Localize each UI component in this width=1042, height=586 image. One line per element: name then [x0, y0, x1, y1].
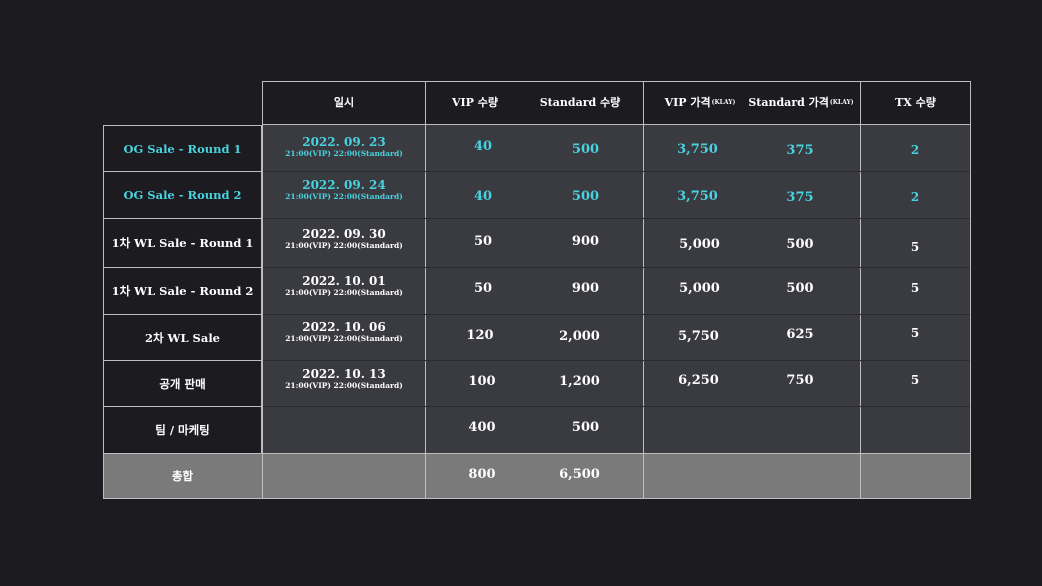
total-divider	[425, 453, 426, 499]
tx-qty-value: 2	[910, 190, 920, 204]
sale-time: 21:00(VIP) 22:00(Standard)	[285, 333, 403, 343]
sale-date: 2022. 10. 06	[302, 320, 386, 334]
tx-qty-value: 5	[910, 281, 920, 295]
row-divider	[263, 171, 970, 172]
row-label-public-sale: 공개 판매	[103, 360, 262, 407]
vip-qty-value: 40	[473, 139, 493, 154]
date-cell: 2022. 10. 13 21:00(VIP) 22:00(Standard)	[262, 367, 426, 390]
row-label-wl1-round1: 1차 WL Sale - Round 1	[103, 218, 262, 268]
header-std-price-unit: (KLAY)	[829, 98, 854, 106]
sale-time: 21:00(VIP) 22:00(Standard)	[285, 148, 403, 158]
std-qty-value: 500	[571, 420, 600, 435]
vip-price-value: 5,000	[679, 237, 720, 252]
date-cell: 2022. 09. 30 21:00(VIP) 22:00(Standard)	[262, 227, 426, 250]
total-std-qty: 6,500	[559, 467, 600, 482]
std-qty-value: 500	[571, 142, 600, 157]
std-price-value: 500	[786, 281, 814, 296]
sale-time: 21:00(VIP) 22:00(Standard)	[285, 240, 403, 250]
total-divider	[860, 453, 861, 499]
row-divider	[263, 267, 970, 268]
tx-panel	[860, 125, 971, 453]
vip-qty-value: 50	[473, 281, 493, 296]
header-std-price: Standard 가격 (KLAY)	[745, 81, 857, 123]
row-divider	[263, 360, 970, 361]
header-vip-price: VIP 가격 (KLAY)	[655, 81, 745, 123]
sale-time: 21:00(VIP) 22:00(Standard)	[285, 191, 403, 201]
qty-panel	[425, 125, 644, 453]
sale-date: 2022. 09. 30	[302, 227, 386, 241]
header-price-cell	[643, 81, 861, 125]
vip-qty-value: 40	[473, 189, 493, 204]
row-label-wl1-round2: 1차 WL Sale - Round 2	[103, 267, 262, 315]
sale-time: 21:00(VIP) 22:00(Standard)	[285, 380, 403, 390]
date-cell: 2022. 10. 01 21:00(VIP) 22:00(Standard)	[262, 274, 426, 297]
row-label-og-round2: OG Sale - Round 2	[103, 171, 262, 219]
tx-qty-value: 5	[910, 326, 920, 340]
date-panel	[262, 125, 426, 453]
total-divider	[643, 453, 644, 499]
std-price-value: 375	[786, 143, 814, 158]
vip-price-value: 3,750	[677, 189, 718, 204]
header-vip-price-unit: (KLAY)	[711, 98, 736, 106]
std-price-value: 625	[786, 327, 814, 342]
date-cell: 2022. 09. 24 21:00(VIP) 22:00(Standard)	[262, 178, 426, 201]
row-divider	[263, 218, 970, 219]
vip-price-value: 5,750	[678, 329, 719, 344]
vip-price-value: 3,750	[677, 142, 718, 157]
vip-qty-value: 120	[466, 328, 494, 343]
std-price-value: 750	[786, 373, 814, 388]
std-price-value: 375	[786, 190, 814, 205]
total-vip-qty: 800	[468, 467, 496, 482]
sale-date: 2022. 10. 13	[302, 367, 386, 381]
vip-qty-value: 400	[468, 420, 496, 435]
std-qty-value: 900	[571, 281, 600, 296]
header-tx-cell	[860, 81, 971, 125]
row-divider	[263, 314, 970, 315]
row-label-team-marketing: 팀 / 마케팅	[103, 406, 262, 454]
tx-qty-value: 2	[910, 143, 920, 157]
header-std-qty: Standard 수량	[539, 96, 621, 109]
header-date: 일시	[333, 96, 355, 109]
vip-qty-value: 100	[468, 374, 496, 389]
total-row-bg	[103, 453, 971, 499]
vip-qty-value: 50	[473, 234, 493, 249]
sale-date: 2022. 09. 23	[302, 135, 386, 149]
header-std-price-label: Standard 가격	[748, 96, 829, 109]
vip-price-value: 5,000	[679, 281, 720, 296]
vip-price-value: 6,250	[678, 373, 719, 388]
header-vip-price-label: VIP 가격	[664, 96, 711, 109]
date-cell: 2022. 09. 23 21:00(VIP) 22:00(Standard)	[262, 135, 426, 158]
sale-time: 21:00(VIP) 22:00(Standard)	[285, 287, 403, 297]
tx-qty-value: 5	[910, 373, 920, 387]
row-label-wl2: 2차 WL Sale	[103, 314, 262, 361]
tx-qty-value: 5	[910, 240, 920, 254]
row-label-total: 총합	[171, 469, 194, 483]
std-price-value: 500	[786, 237, 814, 252]
date-cell: 2022. 10. 06 21:00(VIP) 22:00(Standard)	[262, 320, 426, 343]
row-divider	[263, 406, 970, 407]
header-vip-qty: VIP 수량	[451, 96, 499, 109]
row-label-og-round1: OG Sale - Round 1	[103, 125, 262, 172]
header-tx-qty: TX 수량	[895, 96, 936, 109]
price-panel	[643, 125, 861, 453]
std-qty-value: 1,200	[559, 374, 600, 389]
sale-date: 2022. 09. 24	[302, 178, 386, 192]
header-qty-cell	[425, 81, 644, 125]
std-qty-value: 500	[571, 189, 600, 204]
std-qty-value: 2,000	[559, 329, 600, 344]
total-divider	[262, 453, 263, 499]
std-qty-value: 900	[571, 234, 600, 249]
header-date-cell	[262, 81, 426, 125]
sale-date: 2022. 10. 01	[302, 274, 386, 288]
